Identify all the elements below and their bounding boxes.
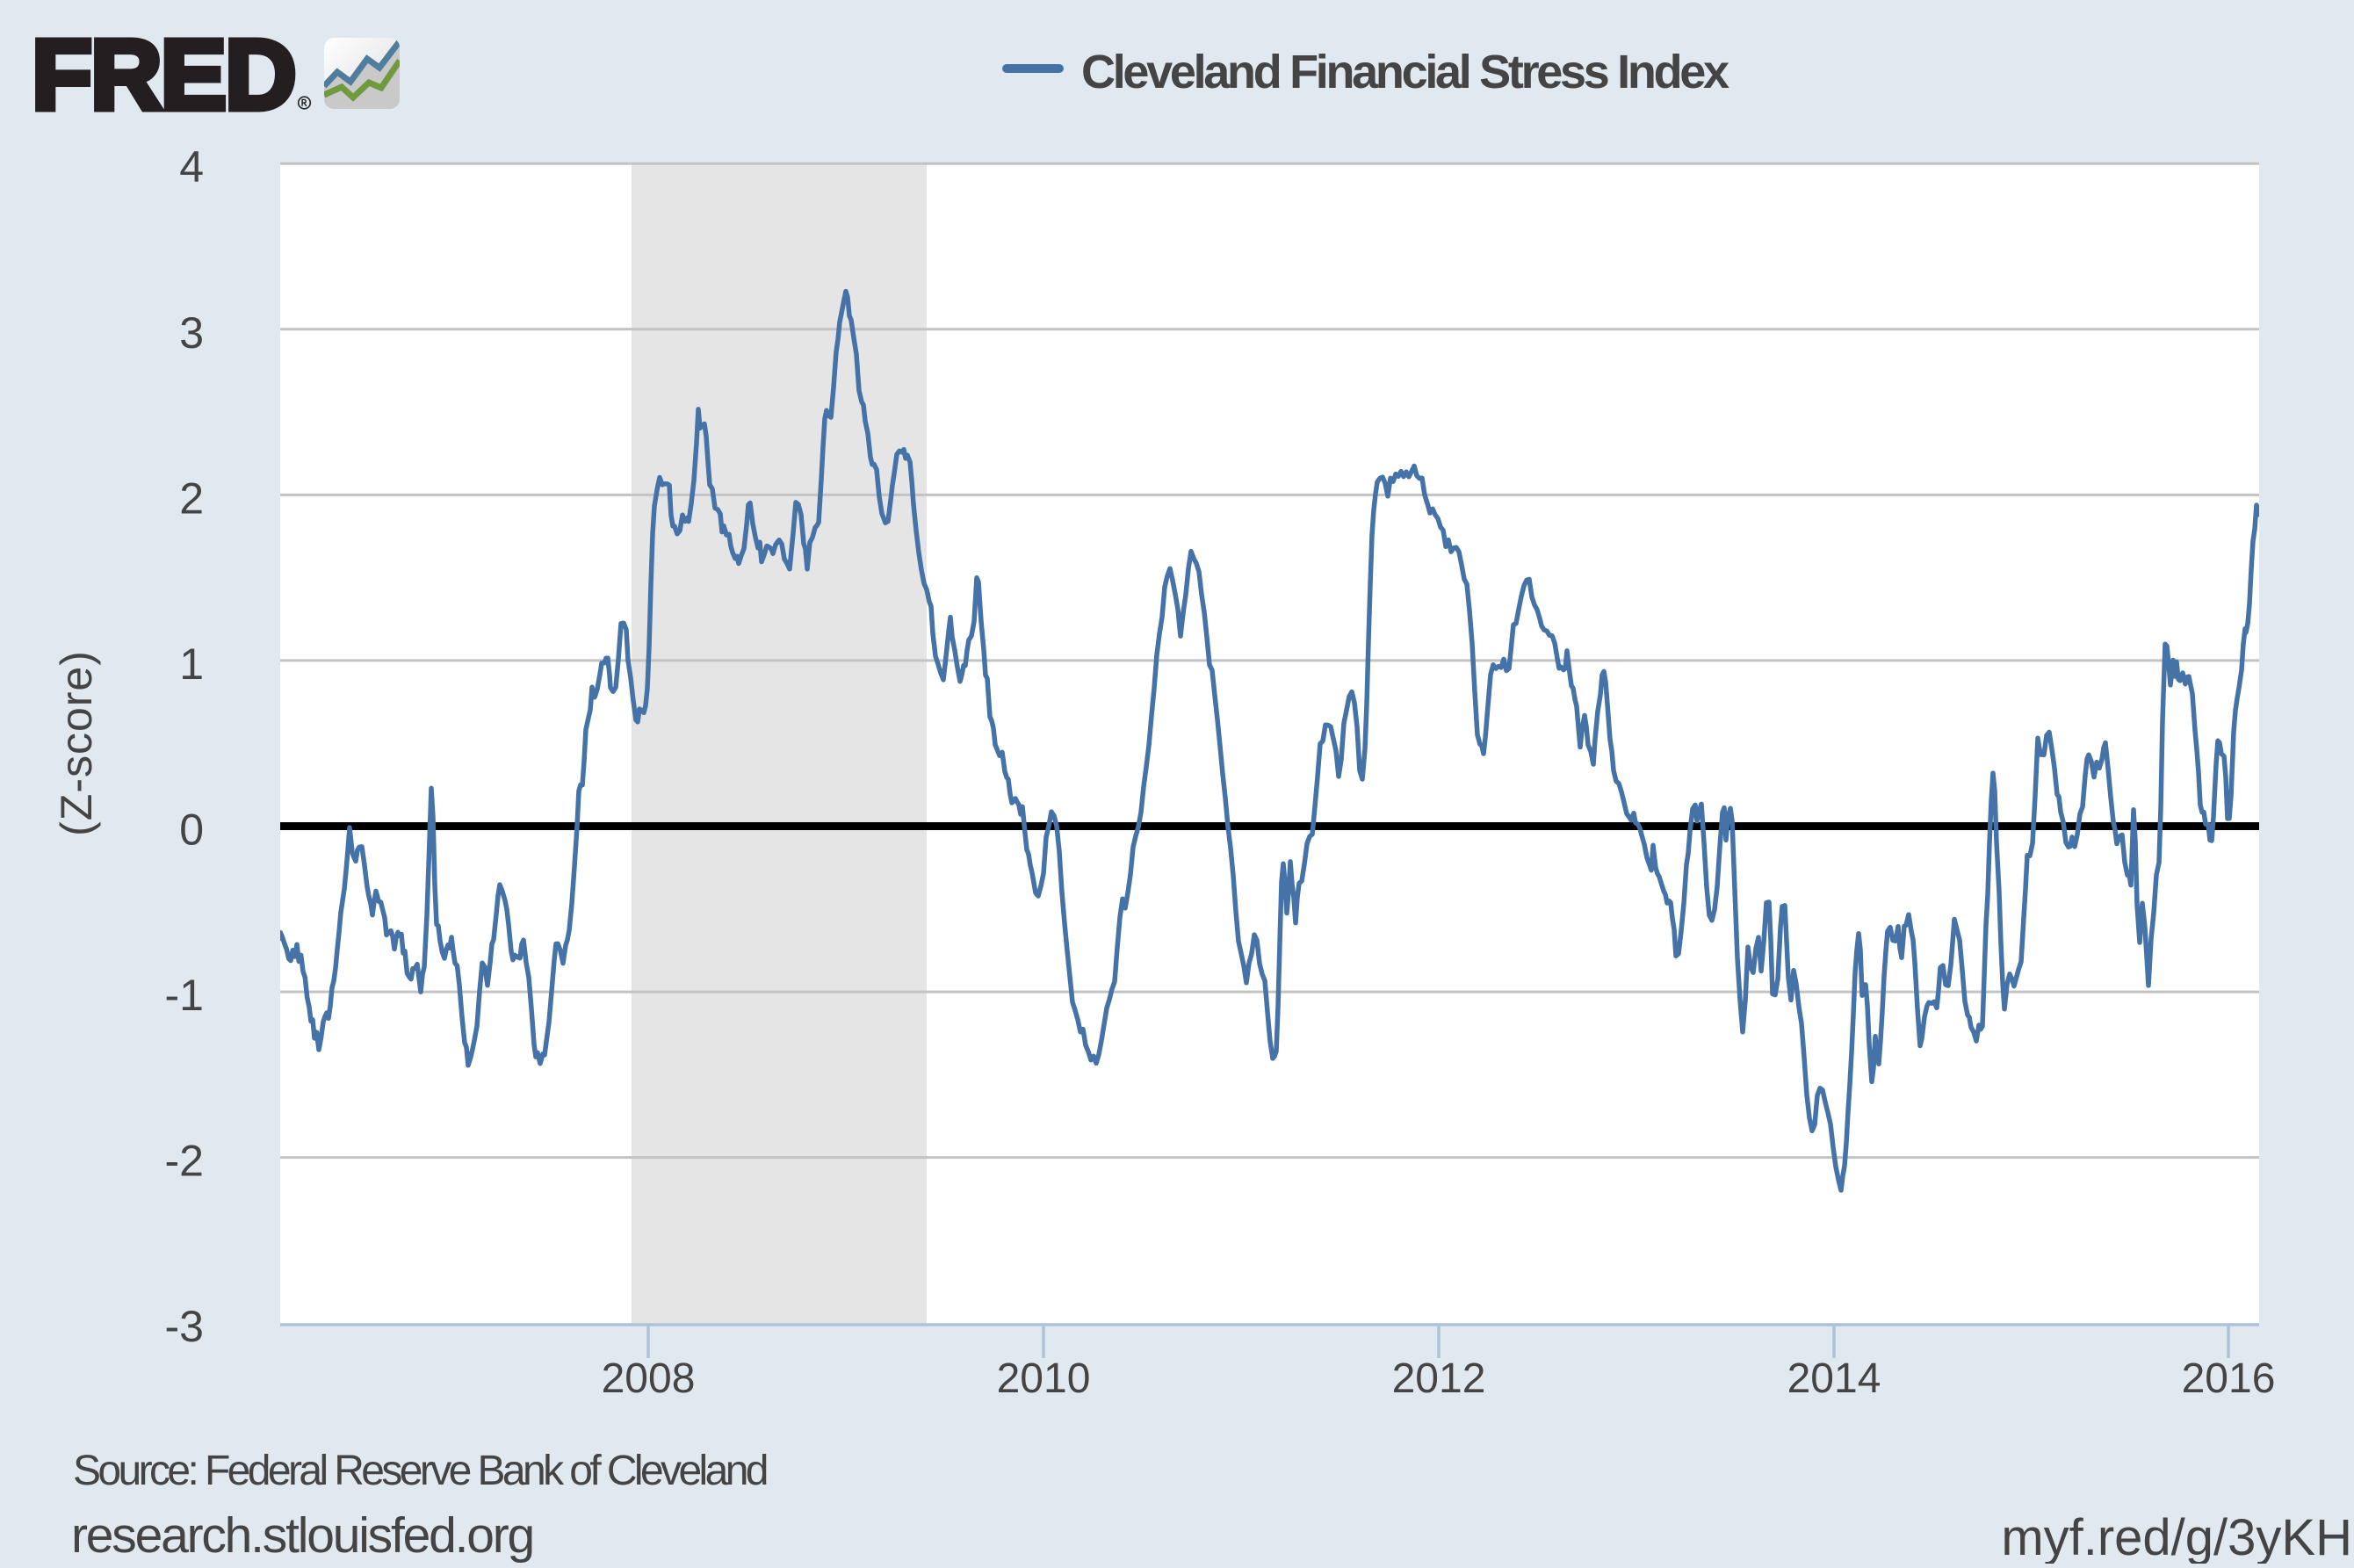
svg-text:2014: 2014 (1787, 1355, 1881, 1402)
svg-text:0: 0 (179, 806, 204, 855)
svg-text:2010: 2010 (997, 1355, 1091, 1402)
svg-text:3: 3 (179, 308, 204, 358)
svg-text:1: 1 (179, 639, 204, 689)
svg-text:2012: 2012 (1392, 1355, 1486, 1402)
svg-text:2: 2 (179, 473, 204, 523)
svg-text:-3: -3 (165, 1302, 204, 1351)
svg-text:Cleveland Financial Stress Ind: Cleveland Financial Stress Index (1081, 46, 1729, 98)
svg-text:Source: Federal Reserve Bank o: Source: Federal Reserve Bank of Clevelan… (73, 1448, 767, 1494)
svg-text:myf.red/g/3yKH: myf.red/g/3yKH (2001, 1509, 2352, 1564)
svg-text:research.stlouisfed.org: research.stlouisfed.org (71, 1507, 533, 1564)
svg-text:4: 4 (179, 142, 204, 191)
svg-text:2008: 2008 (602, 1355, 696, 1402)
svg-text:(Z-score): (Z-score) (52, 650, 101, 836)
svg-text:2016: 2016 (2182, 1355, 2276, 1402)
svg-text:-2: -2 (165, 1137, 204, 1186)
svg-text:-1: -1 (165, 971, 204, 1020)
svg-text:FRED: FRED (32, 19, 295, 130)
